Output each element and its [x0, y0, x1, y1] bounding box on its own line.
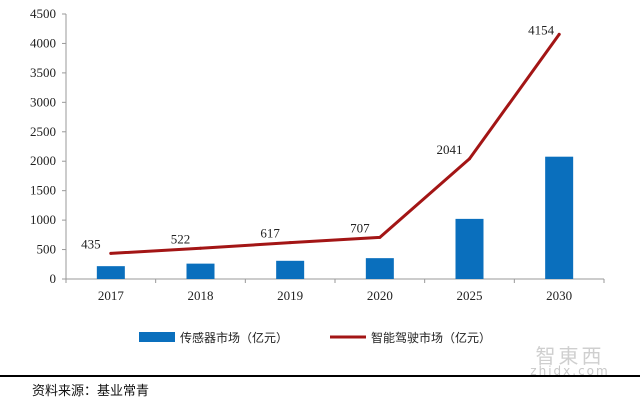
line-point	[557, 32, 561, 36]
legend-label-bar: 传感器市场（亿元）	[180, 330, 288, 345]
y-axis: 0 500 1000 1500 2000 2500 3000 3500 4000 4500	[30, 6, 67, 286]
source-note: 资料来源：基业常青	[32, 384, 150, 399]
bar	[455, 218, 484, 279]
x-tick-label: 2017	[98, 288, 125, 303]
x-axis: 2017 2018 2019 2020 2025 2030	[65, 278, 605, 303]
bar	[365, 258, 394, 279]
y-tick-label: 500	[37, 242, 57, 257]
bar	[186, 263, 215, 279]
x-tick-label: 2030	[546, 288, 572, 303]
legend-swatch-bar	[139, 332, 175, 342]
line-data-label: 4154	[528, 22, 555, 37]
watermark-logo: 智東西	[535, 344, 605, 368]
line-data-label: 522	[171, 231, 191, 246]
y-tick-label: 3500	[30, 65, 56, 80]
y-tick-label: 2000	[30, 153, 56, 168]
bar-series	[96, 156, 574, 279]
line-point	[288, 241, 292, 245]
y-tick-label: 2500	[30, 124, 56, 139]
y-tick-label: 3000	[30, 94, 56, 109]
y-tick-label: 4000	[30, 35, 56, 50]
y-tick-label: 0	[50, 271, 57, 286]
watermark-url: zhidx.com	[530, 364, 610, 378]
x-tick-label: 2019	[277, 288, 303, 303]
x-tick-label: 2020	[367, 288, 393, 303]
line-path	[109, 32, 561, 255]
chart: 0 500 1000 1500 2000 2500 3000 3500 4000 4500 201…	[30, 6, 605, 345]
bar	[96, 266, 125, 279]
source-divider	[0, 375, 640, 377]
y-tick-label: 1500	[30, 183, 56, 198]
line-data-label: 707	[350, 220, 370, 235]
line-point	[378, 235, 382, 239]
bar	[276, 260, 305, 279]
data-labels: 435 522 617 707 2041 4154	[81, 22, 555, 251]
line-point	[109, 251, 113, 255]
watermark: 智東西 zhidx.com	[514, 340, 626, 380]
y-tick-label: 1000	[30, 212, 56, 227]
line-data-label: 2041	[437, 142, 463, 157]
legend-label-line: 智能驾驶市场（亿元）	[371, 330, 491, 345]
bar	[545, 156, 574, 279]
line-point	[468, 157, 471, 161]
legend: 传感器市场（亿元） 智能驾驶市场（亿元）	[139, 330, 491, 345]
line-data-label: 617	[260, 226, 280, 241]
x-tick-label: 2025	[457, 288, 483, 303]
line-point	[199, 246, 202, 250]
x-tick-label: 2018	[188, 288, 214, 303]
line-data-label: 435	[81, 236, 101, 251]
y-tick-label: 4500	[30, 6, 56, 21]
line-series	[109, 32, 561, 255]
